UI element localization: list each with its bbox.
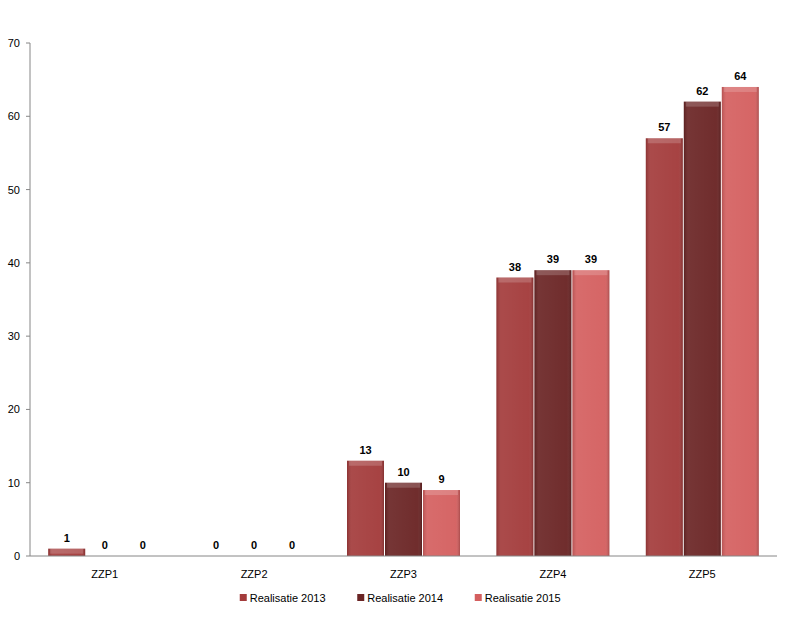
bar-shade xyxy=(48,549,85,556)
bar-shade xyxy=(347,461,384,556)
bar xyxy=(48,549,85,556)
bar-group xyxy=(684,102,721,556)
x-tick-label: ZZP2 xyxy=(241,568,268,580)
y-tick-label: 0 xyxy=(14,550,20,562)
bar xyxy=(423,490,460,556)
chart-svg: 01020304050607010000013109383939576264ZZ… xyxy=(0,0,792,618)
data-label: 38 xyxy=(509,261,521,273)
data-label: 0 xyxy=(289,539,295,551)
y-tick xyxy=(26,409,30,410)
legend-label: Realisatie 2015 xyxy=(485,592,561,604)
legend-label: Realisatie 2014 xyxy=(367,592,443,604)
y-axis-line xyxy=(30,43,31,556)
data-label: 9 xyxy=(438,473,444,485)
legend-swatch xyxy=(240,594,247,601)
data-label: 10 xyxy=(397,466,409,478)
bar xyxy=(572,270,609,556)
bar-bevel xyxy=(349,461,382,466)
y-tick-label: 50 xyxy=(8,184,20,196)
data-label: 0 xyxy=(251,539,257,551)
bar-group xyxy=(722,87,759,556)
y-tick-label: 10 xyxy=(8,477,20,489)
bar-shade xyxy=(572,270,609,556)
bar-bevel xyxy=(574,270,607,275)
bar-shade xyxy=(534,270,571,556)
bar-shade xyxy=(496,278,533,556)
bar-bevel xyxy=(387,483,420,488)
bar-bevel xyxy=(536,270,569,275)
bar xyxy=(646,138,683,556)
x-tick-label: ZZP3 xyxy=(390,568,417,580)
bar-bevel xyxy=(425,490,458,495)
bar-group xyxy=(572,270,609,556)
y-tick xyxy=(26,336,30,337)
x-tick-label: ZZP5 xyxy=(689,568,716,580)
bar-bevel xyxy=(724,87,757,92)
y-tick-label: 60 xyxy=(8,110,20,122)
data-label: 0 xyxy=(213,539,219,551)
data-label: 62 xyxy=(696,85,708,97)
data-label: 39 xyxy=(585,253,597,265)
data-label: 1 xyxy=(64,532,70,544)
bar-bevel xyxy=(648,138,681,143)
x-tick-label: ZZP4 xyxy=(539,568,566,580)
bar-group xyxy=(48,549,85,556)
bar-shade xyxy=(385,483,422,556)
bar-bevel xyxy=(498,278,531,283)
bars xyxy=(48,87,759,556)
bar-group xyxy=(423,490,460,556)
y-tick xyxy=(26,482,30,483)
bar-group xyxy=(534,270,571,556)
y-tick xyxy=(26,43,30,44)
data-label: 57 xyxy=(658,121,670,133)
bar-shade xyxy=(684,102,721,556)
bar-group xyxy=(496,278,533,556)
bar-shade xyxy=(722,87,759,556)
y-tick xyxy=(26,262,30,263)
data-labels: 10000013109383939576264 xyxy=(64,70,748,551)
y-tick-label: 30 xyxy=(8,330,20,342)
y-tick-label: 40 xyxy=(8,257,20,269)
data-label: 0 xyxy=(102,539,108,551)
bar-group xyxy=(347,461,384,556)
bar xyxy=(385,483,422,556)
legend-swatch xyxy=(475,594,482,601)
bar-shade xyxy=(646,138,683,556)
bar xyxy=(722,87,759,556)
legend-swatch xyxy=(357,594,364,601)
bar-group xyxy=(646,138,683,556)
data-label: 0 xyxy=(140,539,146,551)
y-tick xyxy=(26,189,30,190)
x-axis-line xyxy=(30,556,777,557)
bar-bevel xyxy=(686,102,719,107)
legend: Realisatie 2013 Realisatie 2014 Realisatie… xyxy=(240,592,561,604)
bar xyxy=(496,278,533,556)
y-tick xyxy=(26,116,30,117)
bar-group xyxy=(385,483,422,556)
legend-label: Realisatie 2013 xyxy=(250,592,326,604)
y-tick-label: 70 xyxy=(8,37,20,49)
bar xyxy=(347,461,384,556)
data-label: 64 xyxy=(734,70,747,82)
chart-container: 01020304050607010000013109383939576264ZZ… xyxy=(0,0,792,618)
x-tick-label: ZZP1 xyxy=(91,568,118,580)
bar xyxy=(534,270,571,556)
y-tick xyxy=(26,556,30,557)
data-label: 39 xyxy=(547,253,559,265)
y-tick-label: 20 xyxy=(8,403,20,415)
bar xyxy=(684,102,721,556)
bar-bevel xyxy=(50,549,83,554)
bar-shade xyxy=(423,490,460,556)
data-label: 13 xyxy=(359,444,371,456)
